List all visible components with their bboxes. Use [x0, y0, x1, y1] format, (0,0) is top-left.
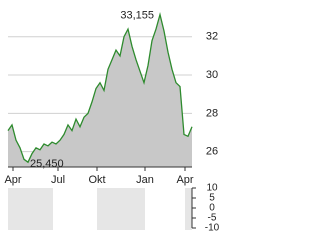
band — [97, 188, 145, 230]
min-label: 25,450 — [30, 158, 64, 170]
y-tick-label: 5 — [209, 193, 215, 204]
x-tick-label: Jan — [136, 174, 154, 186]
page: 26 28 30 32 Apr Jul Okt Jan Apr 33,155 25,450 10 5 0-… — [4, 9, 220, 232]
y-tick-label: 10 — [206, 183, 218, 194]
y-tick-label: 32 — [206, 31, 218, 43]
x-tick-label: Okt — [88, 174, 105, 186]
y-tick-label: 28 — [206, 107, 218, 119]
y-tick-label: -10 — [205, 223, 220, 232]
price-line — [7, 12, 193, 164]
y-tick-label: 0 — [209, 203, 215, 214]
y-tick-label: 26 — [206, 146, 218, 158]
band — [185, 188, 192, 230]
y-tick-label: 30 — [206, 69, 218, 81]
x-tick-label: Apr — [176, 174, 193, 186]
x-tick-label: Apr — [4, 174, 21, 186]
max-label: 33,155 — [120, 10, 154, 22]
y-tick-label: -5 — [208, 213, 217, 224]
area — [8, 14, 192, 167]
band — [8, 188, 53, 230]
x-tick-label: Jul — [51, 174, 65, 186]
